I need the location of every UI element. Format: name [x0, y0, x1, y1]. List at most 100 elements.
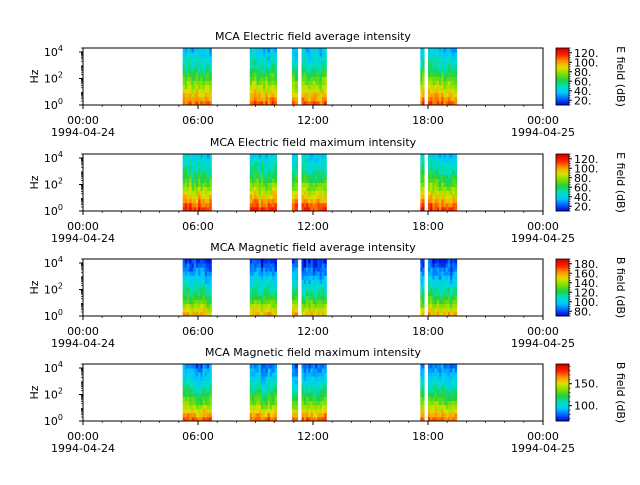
colorbar-band: [556, 419, 569, 422]
heatmap-cell: [420, 178, 423, 183]
heatmap-cell: [189, 267, 192, 272]
x-tick-label: 00:00: [527, 430, 559, 443]
heatmap-cell: [267, 380, 271, 385]
heatmap-cell: [193, 283, 197, 288]
heatmap-cell: [321, 190, 325, 196]
heatmap-cell: [436, 170, 440, 175]
colorbar-tick-label: 60.: [574, 75, 592, 88]
heatmap-cell: [319, 162, 323, 167]
heatmap-cell: [267, 92, 271, 98]
heatmap-cell: [191, 68, 195, 73]
panel-title: MCA Magnetic field maximum intensity: [205, 346, 421, 359]
heatmap-cell: [191, 404, 195, 410]
heatmap-cell: [251, 68, 255, 73]
heatmap-cell: [439, 303, 442, 309]
heatmap-cell: [317, 194, 321, 200]
heatmap-cell: [450, 267, 453, 272]
colorbar-band: [556, 53, 569, 56]
heatmap-cell: [182, 380, 186, 385]
heatmap-cell: [265, 186, 269, 192]
heatmap-cell: [324, 198, 327, 204]
heatmap-cell: [269, 303, 273, 309]
heatmap-cell: [439, 158, 442, 163]
heatmap-cell: [324, 68, 327, 73]
x-date-label-end: 1994-04-25: [511, 126, 575, 139]
heatmap-cell: [422, 92, 425, 98]
heatmap-cell: [193, 72, 197, 77]
heatmap-cell: [200, 275, 203, 280]
heatmap-cell: [303, 388, 307, 393]
heatmap-cell: [294, 170, 299, 175]
heatmap-cell: [195, 287, 199, 292]
heatmap-cell: [434, 84, 438, 90]
heatmap-cell: [260, 291, 264, 297]
heatmap-cell: [254, 368, 257, 373]
heatmap-cell: [324, 404, 327, 410]
heatmap-cell: [447, 275, 451, 280]
heatmap-cell: [187, 198, 190, 204]
heatmap-cell: [269, 259, 273, 264]
heatmap-cell: [445, 96, 449, 102]
heatmap-cell: [317, 68, 321, 73]
x-tick-label: 00:00: [527, 325, 559, 338]
heatmap-cell: [291, 259, 296, 264]
heatmap-cell: [251, 178, 255, 183]
heatmap-cell: [191, 198, 195, 204]
heatmap-cell: [420, 307, 423, 313]
heatmap-cell: [209, 186, 212, 192]
colorbar-band: [556, 154, 569, 156]
heatmap-cell: [267, 198, 271, 204]
heatmap-cell: [198, 174, 201, 179]
heatmap-cell: [430, 307, 433, 313]
heatmap-cell: [291, 388, 296, 393]
heatmap-cell: [315, 303, 318, 309]
heatmap-cell: [450, 368, 453, 373]
heatmap-cell: [439, 100, 442, 106]
heatmap-cell: [454, 182, 458, 187]
heatmap-cell: [249, 275, 253, 280]
heatmap-cell: [422, 416, 425, 422]
heatmap-cell: [430, 100, 433, 106]
heatmap-cell: [439, 408, 442, 414]
heatmap-cell: [445, 206, 449, 212]
heatmap-cell: [202, 198, 206, 204]
heatmap-cell: [321, 182, 325, 187]
colorbar-tick-label: 40.: [574, 191, 592, 204]
heatmap-cell: [434, 416, 438, 422]
heatmap-cell: [258, 84, 262, 90]
heatmap-cell: [191, 380, 195, 385]
colorbar-band: [556, 365, 569, 368]
heatmap-cell: [260, 64, 264, 69]
heatmap-cell: [319, 263, 323, 268]
heatmap-cell: [310, 287, 314, 292]
heatmap-cell: [249, 259, 253, 264]
heatmap-cell: [251, 198, 255, 204]
heatmap-cell: [209, 178, 212, 183]
heatmap-cell: [256, 279, 260, 284]
heatmap-cell: [443, 400, 447, 406]
heatmap-cell: [200, 182, 203, 187]
heatmap-cell: [272, 364, 275, 369]
heatmap-cell: [306, 92, 309, 98]
heatmap-cell: [184, 368, 188, 373]
heatmap-cell: [443, 206, 447, 212]
heatmap-cell: [274, 64, 277, 69]
heatmap-cell: [272, 166, 275, 171]
heatmap-cell: [263, 178, 266, 183]
heatmap-cell: [306, 392, 309, 397]
y-tick-label: 104: [44, 150, 63, 165]
heatmap-cell: [447, 60, 451, 65]
heatmap-cell: [441, 68, 444, 73]
heatmap-cell: [251, 96, 255, 102]
heatmap-cell: [272, 299, 275, 305]
heatmap-cell: [420, 400, 423, 406]
heatmap-cell: [256, 303, 260, 309]
heatmap-cell: [272, 170, 275, 175]
heatmap-cell: [263, 299, 266, 305]
heatmap-cell: [430, 376, 433, 381]
heatmap-cell: [430, 404, 433, 410]
heatmap-cell: [317, 100, 321, 106]
heatmap-cell: [251, 190, 255, 196]
heatmap-cell: [445, 368, 449, 373]
